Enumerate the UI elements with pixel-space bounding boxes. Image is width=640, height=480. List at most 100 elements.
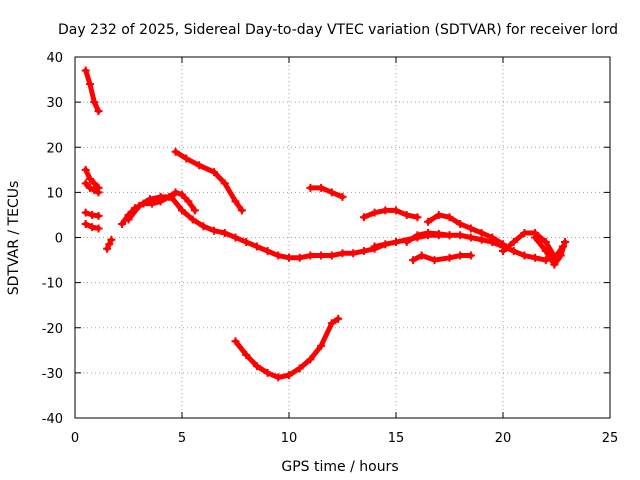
data-point bbox=[477, 235, 486, 244]
data-point bbox=[195, 161, 204, 170]
data-point bbox=[242, 238, 251, 247]
data-point bbox=[509, 247, 518, 256]
data-point bbox=[274, 373, 283, 382]
data-point bbox=[327, 319, 336, 328]
data-point bbox=[156, 192, 165, 201]
data-point bbox=[338, 192, 347, 201]
grid bbox=[75, 57, 610, 418]
y-tick-label: 30 bbox=[46, 96, 63, 111]
data-point bbox=[430, 256, 439, 265]
y-tick-label: 20 bbox=[46, 141, 63, 156]
y-tick-label: -10 bbox=[42, 277, 63, 292]
data-point bbox=[85, 174, 94, 183]
data-point bbox=[85, 80, 94, 89]
data-point bbox=[327, 251, 336, 260]
data-point bbox=[541, 238, 550, 247]
series-arc-10 bbox=[231, 314, 343, 382]
data-point bbox=[90, 98, 99, 107]
series-line bbox=[83, 180, 102, 195]
series-arc-14 bbox=[402, 228, 454, 247]
x-tick-label: 10 bbox=[281, 431, 298, 446]
y-tick-label: 10 bbox=[46, 186, 63, 201]
x-tick-label: 0 bbox=[71, 431, 79, 446]
series-arc-4 bbox=[81, 208, 103, 220]
data-point bbox=[417, 251, 426, 260]
data-point bbox=[381, 206, 390, 215]
data-point bbox=[184, 197, 193, 206]
data-point bbox=[402, 238, 411, 247]
data-point bbox=[434, 210, 443, 219]
data-point bbox=[466, 233, 475, 242]
y-tick-label: -20 bbox=[42, 322, 63, 337]
x-tick-label: 25 bbox=[602, 431, 619, 446]
data-point bbox=[531, 233, 540, 242]
data-point bbox=[550, 260, 559, 269]
series-arc-9 bbox=[171, 147, 246, 215]
plot-area bbox=[81, 66, 570, 382]
data-point bbox=[199, 222, 208, 231]
series-line bbox=[83, 167, 102, 191]
y-tick-label: -30 bbox=[42, 367, 63, 382]
data-point bbox=[445, 213, 454, 222]
data-point bbox=[445, 231, 454, 240]
series-arc-11 bbox=[306, 183, 347, 201]
data-point bbox=[178, 190, 186, 199]
data-point bbox=[456, 251, 465, 260]
data-point bbox=[81, 219, 90, 228]
data-point bbox=[349, 249, 358, 258]
data-point bbox=[488, 238, 497, 247]
data-point bbox=[317, 183, 326, 192]
data-point bbox=[118, 219, 127, 228]
data-point bbox=[338, 249, 347, 258]
data-point bbox=[359, 213, 368, 222]
data-point bbox=[124, 215, 133, 224]
data-point bbox=[295, 364, 304, 373]
series-arc-3 bbox=[81, 179, 103, 197]
data-point bbox=[409, 256, 418, 265]
data-point bbox=[456, 231, 465, 240]
data-point bbox=[434, 229, 443, 238]
data-point bbox=[94, 188, 103, 197]
data-point bbox=[274, 251, 283, 260]
data-point bbox=[81, 66, 90, 75]
data-point bbox=[509, 238, 518, 247]
data-point bbox=[317, 341, 326, 350]
x-tick-label: 15 bbox=[388, 431, 405, 446]
data-point bbox=[466, 251, 475, 260]
series-arc-5 bbox=[81, 219, 103, 233]
x-tick-label: 20 bbox=[495, 431, 512, 446]
data-point bbox=[105, 240, 114, 249]
data-point bbox=[424, 217, 433, 226]
data-point bbox=[556, 251, 565, 260]
series-arc-15 bbox=[409, 251, 475, 265]
data-point bbox=[145, 195, 154, 204]
data-point bbox=[317, 251, 326, 260]
y-tick-label: 40 bbox=[46, 51, 63, 66]
data-point bbox=[413, 231, 422, 240]
data-point bbox=[306, 183, 315, 192]
data-point bbox=[263, 368, 272, 377]
data-point bbox=[402, 210, 411, 219]
y-axis-label: SDTVAR / TECUs bbox=[6, 181, 22, 296]
data-point bbox=[327, 188, 336, 197]
x-axis-label: GPS time / hours bbox=[281, 459, 398, 475]
data-point bbox=[182, 154, 191, 163]
data-point bbox=[295, 253, 304, 262]
data-point bbox=[231, 197, 240, 206]
data-point bbox=[334, 314, 343, 323]
data-point bbox=[541, 256, 550, 265]
data-point bbox=[242, 350, 251, 359]
data-point bbox=[90, 179, 99, 188]
series-arc-8 bbox=[124, 192, 390, 262]
chart-title: Day 232 of 2025, Sidereal Day-to-day VTE… bbox=[58, 22, 618, 38]
data-point bbox=[167, 192, 176, 201]
data-point bbox=[81, 165, 90, 174]
series-arc-6 bbox=[103, 235, 116, 253]
data-point bbox=[520, 251, 529, 260]
data-point bbox=[90, 186, 99, 195]
data-point bbox=[171, 147, 180, 156]
data-point bbox=[466, 224, 475, 233]
y-tick-label: 0 bbox=[55, 232, 63, 247]
data-point bbox=[178, 206, 186, 215]
